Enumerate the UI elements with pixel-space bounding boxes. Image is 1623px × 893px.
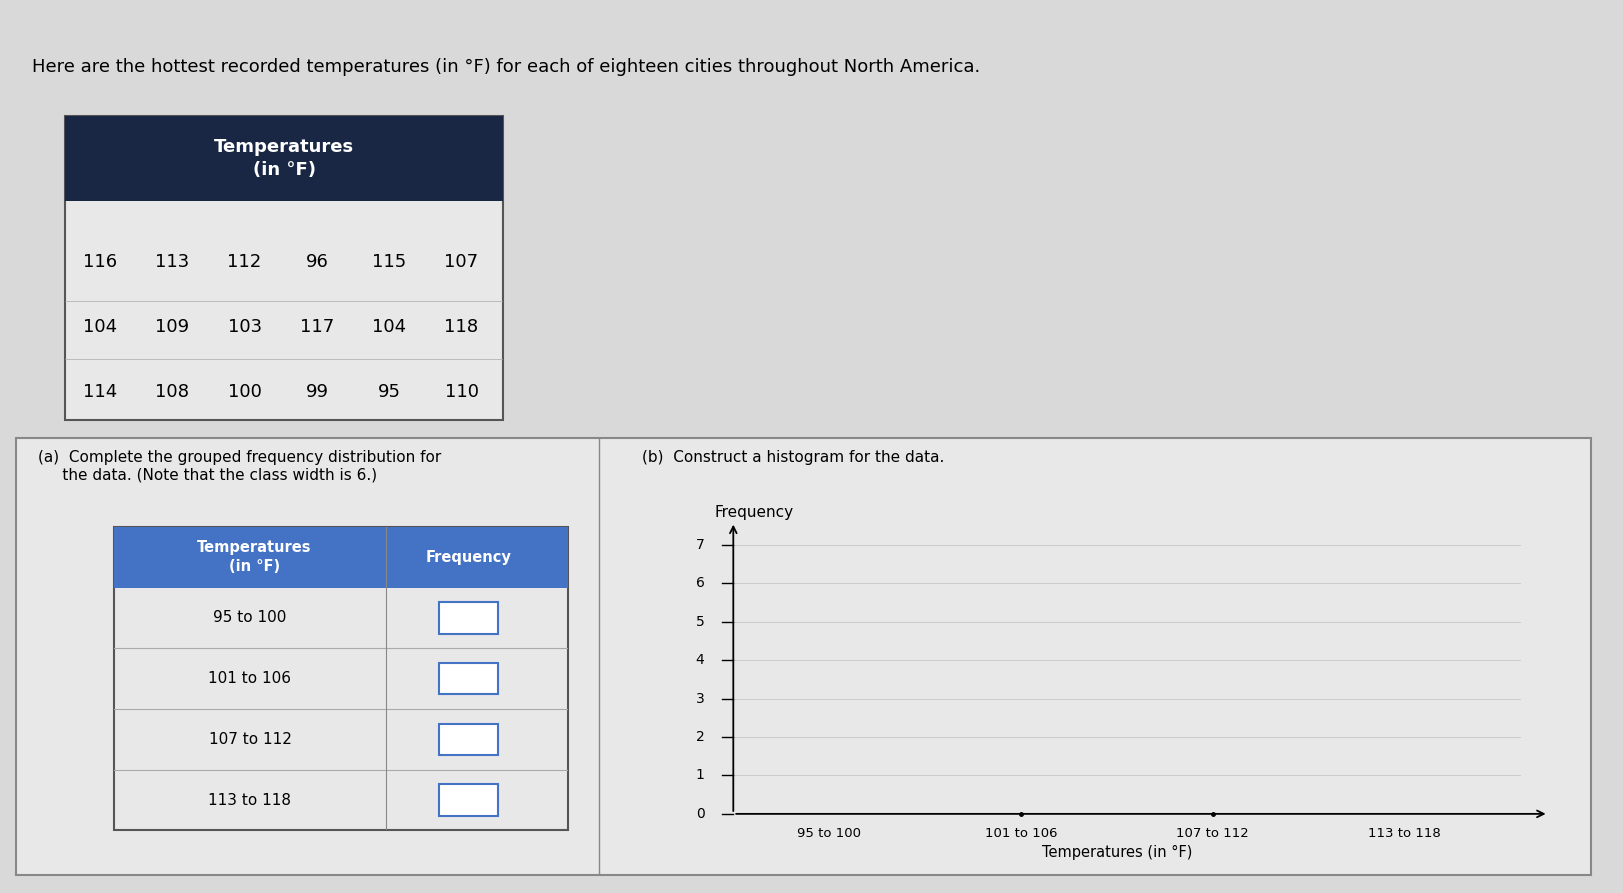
Text: 95 to 100: 95 to 100 (797, 827, 862, 840)
Text: 108: 108 (156, 383, 190, 401)
Text: 95 to 100: 95 to 100 (213, 611, 287, 625)
Text: 1: 1 (696, 769, 704, 782)
Text: 7: 7 (696, 538, 704, 552)
Text: (b)  Construct a histogram for the data.: (b) Construct a histogram for the data. (643, 450, 945, 464)
Text: 3: 3 (696, 691, 704, 705)
Text: 118: 118 (445, 318, 479, 336)
FancyBboxPatch shape (438, 784, 498, 816)
FancyBboxPatch shape (438, 663, 498, 695)
Text: 113 to 118: 113 to 118 (1368, 827, 1441, 840)
Text: 103: 103 (227, 318, 261, 336)
Text: 107 to 112: 107 to 112 (208, 732, 292, 747)
Text: 101 to 106: 101 to 106 (208, 672, 292, 686)
Text: 2: 2 (696, 730, 704, 744)
Text: 0: 0 (696, 807, 704, 821)
Text: 5: 5 (696, 614, 704, 629)
Text: 104: 104 (83, 318, 117, 336)
Text: Frequency: Frequency (714, 505, 794, 520)
Text: 110: 110 (445, 383, 479, 401)
Text: 109: 109 (156, 318, 190, 336)
Text: Here are the hottest recorded temperatures (in °F) for each of eighteen cities t: Here are the hottest recorded temperatur… (32, 58, 980, 76)
Text: 113: 113 (156, 253, 190, 271)
Bar (114, 527, 568, 588)
Text: 100: 100 (227, 383, 261, 401)
Text: 4: 4 (696, 653, 704, 667)
Text: 6: 6 (696, 576, 704, 590)
Text: 112: 112 (227, 253, 261, 271)
Text: 114: 114 (83, 383, 117, 401)
Bar (65, 116, 503, 201)
FancyBboxPatch shape (438, 723, 498, 755)
Text: 99: 99 (305, 383, 328, 401)
Text: Temperatures
(in °F): Temperatures (in °F) (214, 138, 354, 179)
Text: 104: 104 (372, 318, 406, 336)
Text: Temperatures
(in °F): Temperatures (in °F) (198, 540, 312, 574)
Text: 117: 117 (300, 318, 334, 336)
Text: (a)  Complete the grouped frequency distribution for
     the data. (Note that t: (a) Complete the grouped frequency distr… (39, 450, 441, 482)
Text: 116: 116 (83, 253, 117, 271)
Text: 107 to 112: 107 to 112 (1177, 827, 1250, 840)
FancyBboxPatch shape (438, 602, 498, 634)
Text: 96: 96 (305, 253, 328, 271)
Text: 107: 107 (445, 253, 479, 271)
Text: 101 to 106: 101 to 106 (985, 827, 1057, 840)
Text: Temperatures (in °F): Temperatures (in °F) (1042, 845, 1193, 860)
Text: Frequency: Frequency (425, 550, 511, 564)
Text: 115: 115 (372, 253, 406, 271)
Text: 113 to 118: 113 to 118 (208, 793, 292, 807)
Text: 95: 95 (378, 383, 401, 401)
